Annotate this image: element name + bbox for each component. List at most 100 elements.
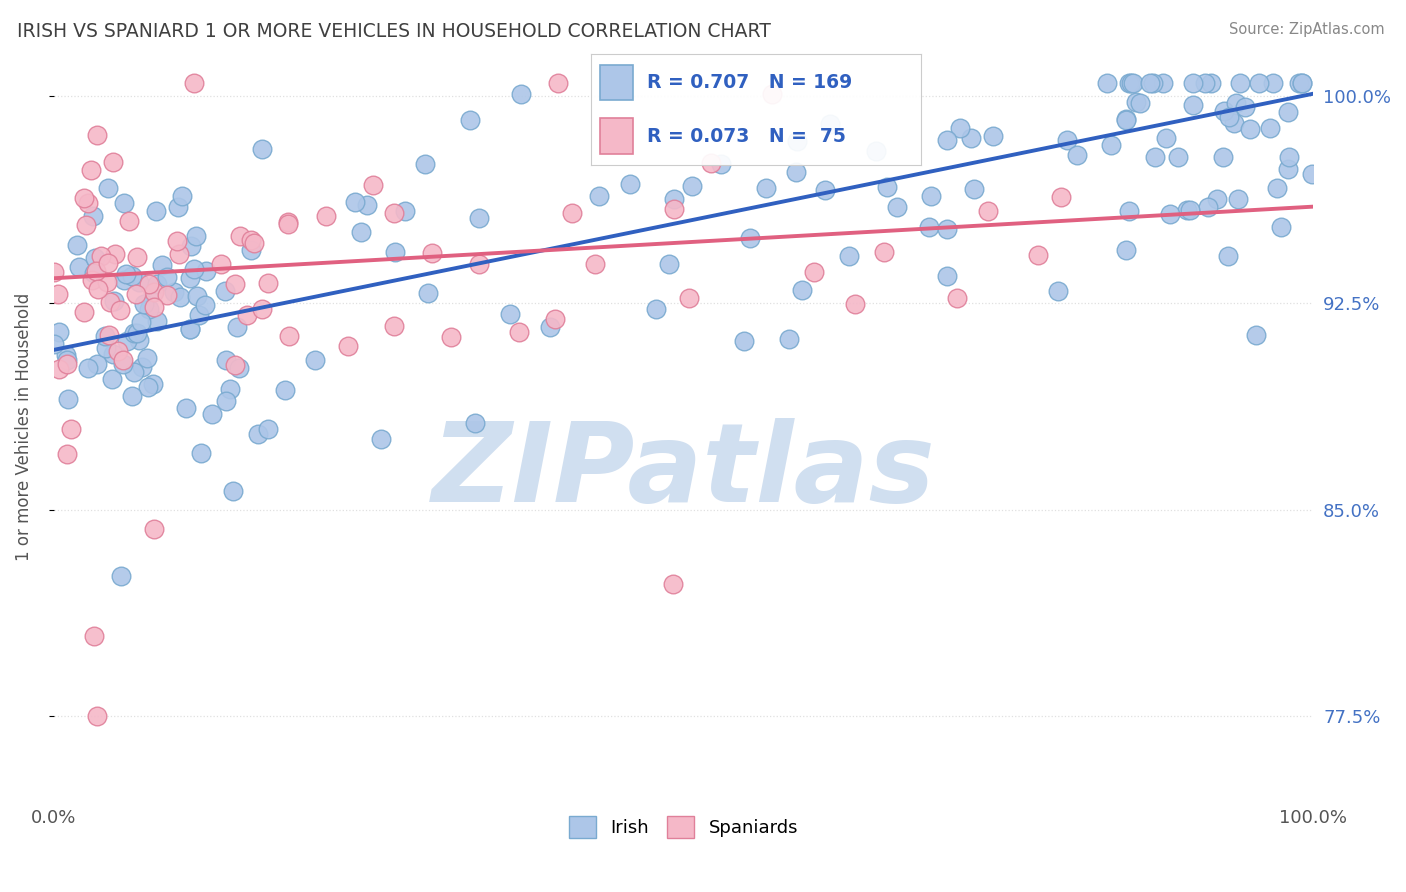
Point [439, 330, 461, 344]
Point [183, 76, 205, 90]
Point [544, 311, 567, 326]
Point [224, 277, 246, 291]
Point [786, 134, 808, 148]
Point [104, 246, 127, 260]
Point [114, 267, 136, 281]
Point [90, 249, 112, 263]
Point [710, 157, 733, 171]
Point [1028, 248, 1050, 262]
Point [873, 244, 896, 259]
Point [1046, 284, 1069, 298]
Point [983, 128, 1005, 143]
Point [468, 211, 491, 225]
Point [125, 251, 148, 265]
Point [1288, 76, 1310, 90]
Point [1225, 95, 1247, 110]
Point [124, 287, 146, 301]
Point [80, 163, 103, 178]
Point [538, 319, 561, 334]
FancyBboxPatch shape [600, 65, 634, 101]
Point [201, 408, 224, 422]
Point [243, 235, 266, 250]
Point [228, 360, 250, 375]
Point [136, 380, 159, 394]
Text: R = 0.073   N =  75: R = 0.073 N = 75 [647, 127, 845, 145]
Point [122, 326, 145, 341]
Point [224, 358, 246, 372]
Point [761, 87, 783, 101]
Point [1218, 110, 1240, 124]
Point [167, 200, 190, 214]
Point [1099, 137, 1122, 152]
Point [86, 128, 108, 142]
Point [936, 268, 959, 283]
Point [1152, 76, 1174, 90]
Point [661, 577, 683, 591]
Point [250, 143, 273, 157]
Point [977, 203, 1000, 218]
Point [82, 273, 104, 287]
Point [277, 218, 299, 232]
Point [97, 256, 120, 270]
Point [250, 302, 273, 317]
Point [382, 319, 405, 334]
Point [194, 264, 217, 278]
Point [1159, 206, 1181, 220]
Point [179, 322, 201, 336]
Point [384, 245, 406, 260]
Text: R = 0.707   N = 169: R = 0.707 N = 169 [647, 73, 852, 92]
Point [98, 295, 121, 310]
Point [464, 416, 486, 430]
Point [83, 252, 105, 266]
Point [135, 351, 157, 365]
Text: Source: ZipAtlas.com: Source: ZipAtlas.com [1229, 22, 1385, 37]
Point [818, 117, 841, 131]
Point [945, 292, 967, 306]
Point [83, 629, 105, 643]
Point [1115, 112, 1137, 127]
Point [103, 293, 125, 308]
Point [132, 297, 155, 311]
Point [179, 239, 201, 253]
Point [699, 156, 721, 170]
Point [125, 326, 148, 341]
Legend: Irish, Spaniards: Irish, Spaniards [562, 809, 806, 846]
Point [179, 322, 201, 336]
Point [240, 243, 263, 257]
Point [172, 189, 194, 203]
Point [547, 76, 569, 90]
Point [167, 246, 190, 260]
Point [108, 302, 131, 317]
Point [274, 384, 297, 398]
Point [174, 401, 197, 415]
Point [1229, 76, 1251, 90]
Point [370, 432, 392, 446]
Point [1115, 244, 1137, 258]
Point [183, 261, 205, 276]
Point [118, 213, 141, 227]
Point [277, 214, 299, 228]
Point [101, 154, 124, 169]
Point [1050, 190, 1073, 204]
Point [664, 193, 686, 207]
Point [561, 206, 583, 220]
Point [48, 361, 70, 376]
Point [143, 300, 166, 314]
Point [394, 204, 416, 219]
Point [1066, 148, 1088, 162]
Point [55, 357, 77, 371]
Point [382, 206, 405, 220]
Point [350, 226, 373, 240]
Point [645, 301, 668, 316]
Point [920, 188, 942, 202]
Point [44, 337, 66, 351]
Point [785, 164, 807, 178]
Text: IRISH VS SPANIARD 1 OR MORE VEHICLES IN HOUSEHOLD CORRELATION CHART: IRISH VS SPANIARD 1 OR MORE VEHICLES IN … [17, 22, 770, 41]
Point [240, 233, 263, 247]
Point [1265, 181, 1288, 195]
Point [129, 315, 152, 329]
Point [209, 257, 232, 271]
Point [876, 180, 898, 194]
Point [1129, 96, 1152, 111]
Point [128, 333, 150, 347]
